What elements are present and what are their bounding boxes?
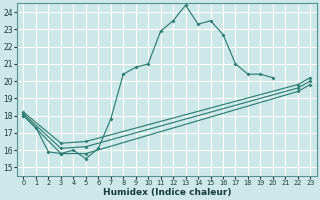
X-axis label: Humidex (Indice chaleur): Humidex (Indice chaleur)	[103, 188, 231, 197]
